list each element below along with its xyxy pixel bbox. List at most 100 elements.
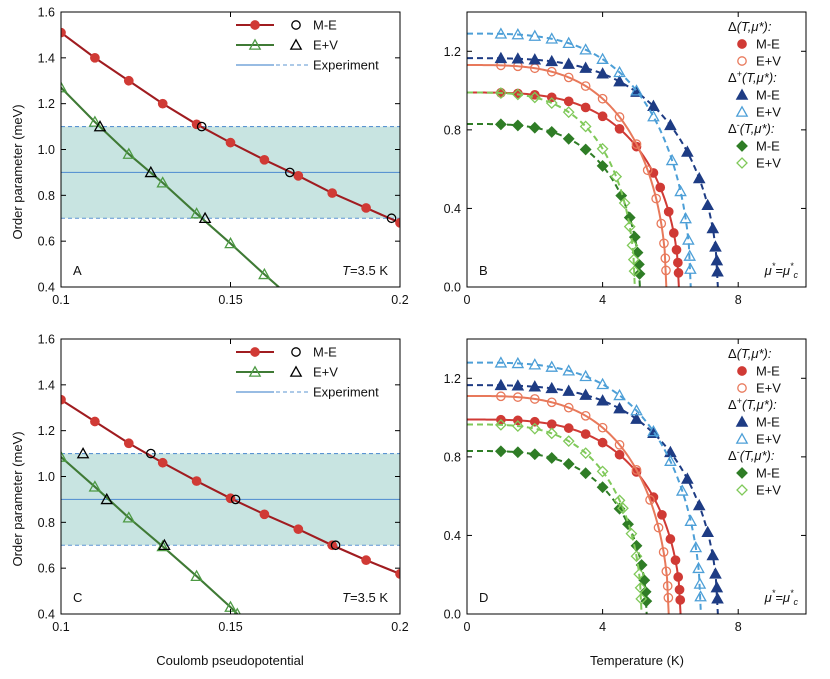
gap-data-point [563, 96, 574, 107]
gap-data-point [528, 358, 542, 370]
gap-data-point [673, 268, 684, 278]
legend-label: M-E [756, 466, 780, 481]
gap-data-point [563, 402, 574, 413]
gap-data-point [511, 356, 525, 369]
gap-data-point [562, 364, 576, 376]
crossing-point-M-E [196, 121, 207, 132]
gap-data-point [659, 238, 669, 249]
gap-curve [467, 449, 648, 614]
gap-data-point [613, 388, 626, 401]
gap-data-point [579, 120, 592, 133]
gap-data-point [658, 547, 669, 557]
gap-data-point [596, 160, 609, 172]
crossing-point-M-E [145, 448, 156, 459]
gap-data-point [597, 437, 608, 448]
gap-data-point [622, 518, 634, 531]
gap-data-point [673, 572, 684, 582]
gap-data-point [694, 590, 707, 602]
gap-data-point [681, 145, 694, 157]
temperature-annotation: T=3.5 K [342, 590, 388, 605]
legend-label: E+V [756, 156, 781, 171]
legend-group-heading: Δ+(T,μ*): [728, 69, 777, 85]
gap-data-point [661, 566, 672, 577]
crossing-point-M-E [386, 213, 397, 224]
gap-data-point [623, 220, 636, 233]
mu-annotation: μ*=μ*c [764, 588, 799, 607]
gap-data-point [580, 102, 591, 113]
legend-label: E+V [756, 105, 781, 120]
legend-crossing-M-E [291, 347, 301, 357]
panel-C: 0.1 0.15 0.2 0.4 0.6 0.8 1.0 1.2 1.4 1.6 C T=3.5 K M… [38, 333, 409, 635]
gap-data-point [614, 123, 625, 134]
gap-data-point [710, 254, 724, 266]
gap-data-point [562, 435, 575, 448]
gap-data-point [579, 61, 592, 73]
crossing-point-M-E [230, 494, 241, 505]
plot-area [61, 27, 400, 287]
gap-data-point [596, 394, 609, 406]
crossing-point-E+V [100, 492, 114, 505]
legend-marker [736, 140, 748, 152]
legend-crossing-M-E [291, 20, 301, 30]
gap-data-point [545, 381, 559, 394]
gap-data-point [709, 567, 722, 579]
D-ytick-label: 0.8 [444, 450, 461, 464]
gap-data-point [630, 84, 643, 96]
plot-area [61, 394, 400, 614]
crossing-point-M-E [284, 167, 295, 178]
data-point-M-E [191, 119, 202, 130]
series-line-E+V [61, 456, 239, 614]
A-xtick-label: 0.2 [391, 293, 408, 307]
gap-data-point [625, 527, 638, 540]
gap-data-point [563, 72, 574, 83]
A-ytick-label: 0.8 [38, 189, 55, 203]
A-xtick-label: 0.15 [218, 293, 242, 307]
gap-data-point [692, 561, 705, 574]
data-point-M-E [157, 98, 168, 109]
data-point-M-E [259, 509, 270, 520]
gap-data-point [494, 445, 507, 458]
gap-data-point [656, 218, 667, 229]
legend-marker-E+V [248, 365, 262, 377]
gap-data-point [614, 439, 625, 450]
panel-label: D [479, 590, 488, 605]
crossing-point-E+V [93, 120, 107, 132]
legend-label: M-E [756, 37, 780, 52]
data-point-M-E [90, 52, 100, 63]
gap-data-point [638, 574, 651, 587]
A-xtick-label: 0.1 [52, 293, 69, 307]
B-ytick-label: 1.2 [444, 45, 461, 59]
data-point-M-E [191, 476, 202, 486]
gap-data-point [661, 265, 671, 276]
legend-label: M-E [756, 415, 780, 430]
gap-data-point [662, 581, 673, 591]
data-point-M-E [327, 188, 338, 198]
legend-marker [736, 157, 748, 169]
B-xtick-label: 8 [735, 293, 742, 307]
gap-data-point [494, 356, 508, 368]
gap-data-point [664, 118, 677, 131]
legend-label: E+V [756, 432, 781, 447]
legend-marker [735, 105, 749, 117]
legend-marker [737, 56, 747, 66]
data-point-E+V [190, 207, 203, 219]
legend-marker-M-E [250, 20, 260, 30]
gap-data-point [660, 253, 671, 264]
gap-data-point [597, 422, 608, 433]
gap-data-point [634, 581, 647, 594]
gap-data-point [528, 422, 541, 435]
gap-data-point [692, 171, 706, 184]
plot-area [467, 356, 724, 614]
C-ytick-label: 0.4 [38, 608, 55, 622]
gap-data-point [617, 502, 629, 515]
legend-group-heading: Δ(T,μ*): [728, 346, 772, 361]
gap-data-point [511, 420, 524, 432]
legend-marker-M-E [250, 347, 260, 357]
A-ytick-label: 1.2 [38, 97, 55, 111]
C-xtick-label: 0.1 [52, 620, 69, 634]
gap-data-point [711, 592, 724, 604]
gap-data-point [665, 153, 679, 166]
gap-data-point [701, 198, 714, 211]
gap-data-point [627, 253, 640, 266]
